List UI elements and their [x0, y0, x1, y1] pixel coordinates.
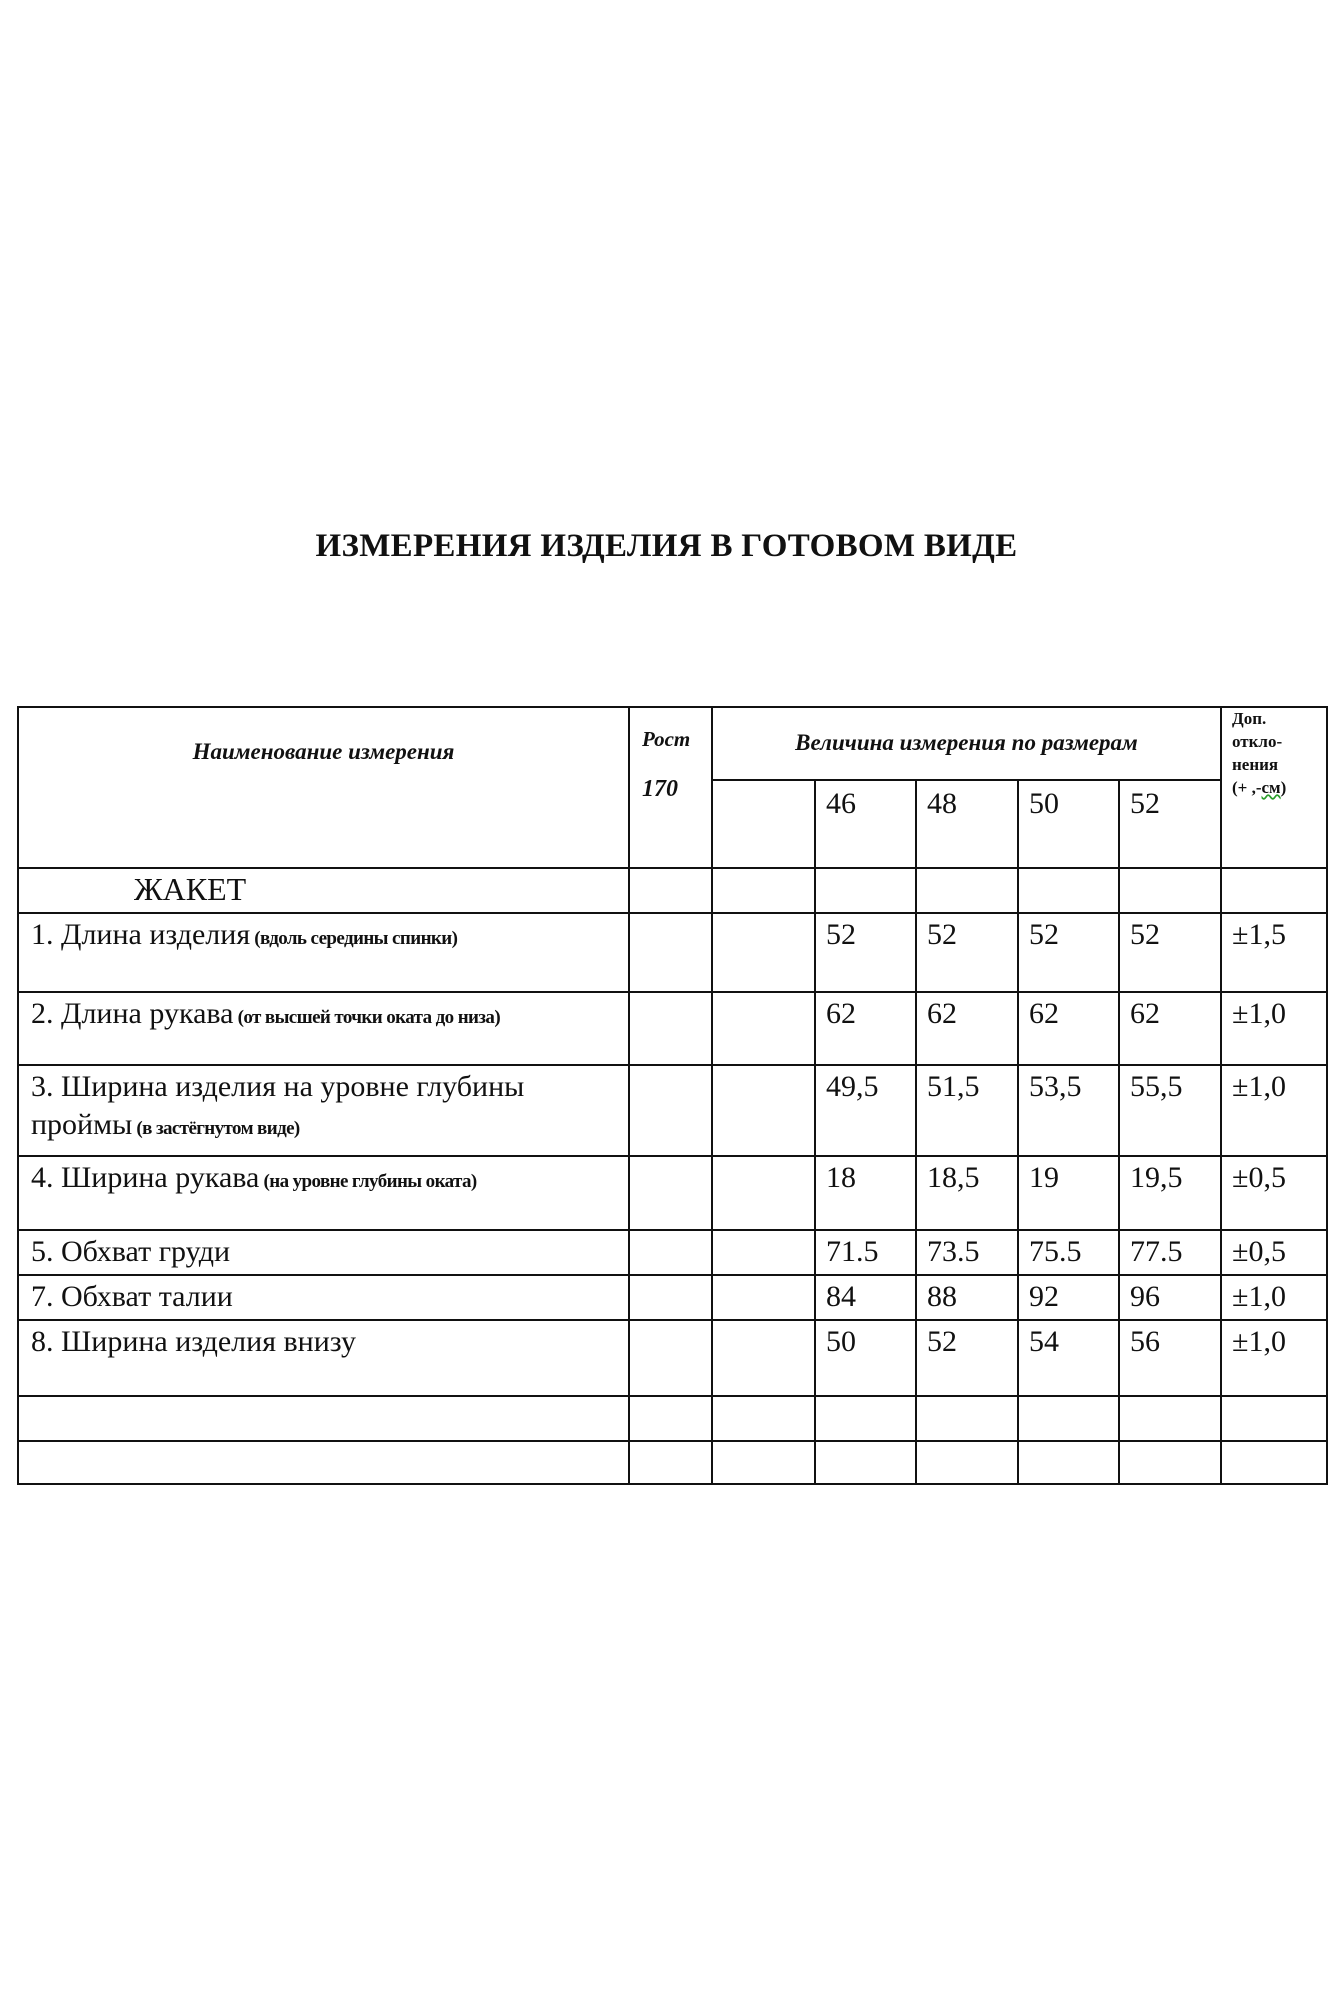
header-measurement-name: Наименование измерения: [17, 706, 630, 869]
measurements-table: Наименование измерения Рост 170 Величина…: [17, 706, 1328, 1485]
empty-cell: [711, 779, 816, 869]
measurement-note: (на уровне глубины оката): [259, 1171, 478, 1192]
table-row: 1. Длина изделия (вдоль середины спинки)…: [17, 912, 1328, 993]
header-height: Рост 170: [628, 706, 713, 869]
measurement-name: 3. Ширина изделия на уровне глубины прой…: [17, 1064, 630, 1157]
tolerance-value: ±1,5: [1220, 912, 1328, 993]
measurement-name: 5. Обхват груди: [17, 1229, 630, 1276]
size-value: 52: [915, 912, 1019, 993]
size-value: 52: [915, 1319, 1019, 1397]
measurement-name: 4. Ширина рукава (на уровне глубины окат…: [17, 1155, 630, 1231]
table-row: 5. Обхват груди 71.5 73.5 75.5 77.5 ±0,5: [17, 1229, 1328, 1276]
size-value: 75.5: [1017, 1229, 1120, 1276]
size-value: 50: [814, 1319, 917, 1397]
measurement-note: (от высшей точки оката до низа): [233, 1007, 501, 1028]
table-row: 4. Ширина рукава (на уровне глубины окат…: [17, 1155, 1328, 1231]
table-row: 8. Ширина изделия внизу 50 52 54 56 ±1,0: [17, 1319, 1328, 1397]
measurement-name: 7. Обхват талии: [17, 1274, 630, 1321]
size-value: 77.5: [1118, 1229, 1222, 1276]
size-value: 62: [915, 991, 1019, 1066]
size-value: 55,5: [1118, 1064, 1222, 1157]
tolerance-value: ±1,0: [1220, 1319, 1328, 1397]
tolerance-value: ±0,5: [1220, 1155, 1328, 1231]
measurement-note: (в застёгнутом виде): [132, 1117, 300, 1139]
size-value: 62: [1118, 991, 1222, 1066]
size-value: 51,5: [915, 1064, 1019, 1157]
header-sizes-label: Величина измерения по размерам: [711, 706, 1222, 781]
size-value: 73.5: [915, 1229, 1019, 1276]
size-value: 88: [915, 1274, 1019, 1321]
table-row: 3. Ширина изделия на уровне глубины прой…: [17, 1064, 1328, 1157]
measurement-name: 2. Длина рукава (от высшей точки оката д…: [17, 991, 630, 1066]
page-title: ИЗМЕРЕНИЯ ИЗДЕЛИЯ В ГОТОВОМ ВИДЕ: [315, 528, 1018, 564]
size-value: 71.5: [814, 1229, 917, 1276]
measurement-name: 8. Ширина изделия внизу: [17, 1319, 630, 1397]
size-value: 18: [814, 1155, 917, 1231]
tolerance-value: ±1,0: [1220, 1274, 1328, 1321]
table-row: 7. Обхват талии 84 88 92 96 ±1,0: [17, 1274, 1328, 1321]
size-value: 84: [814, 1274, 917, 1321]
size-value: 19: [1017, 1155, 1120, 1231]
size-value: 62: [1017, 991, 1120, 1066]
size-value: 49,5: [814, 1064, 917, 1157]
size-value: 54: [1017, 1319, 1120, 1397]
measurement-note: (вдоль середины спинки): [250, 928, 458, 949]
tolerance-value: ±0,5: [1220, 1229, 1328, 1276]
size-value: 92: [1017, 1274, 1120, 1321]
size-50: 50: [1017, 779, 1120, 869]
empty-row: [17, 1440, 1328, 1485]
section-label: ЖАКЕТ: [17, 867, 630, 914]
size-value: 52: [1118, 912, 1222, 993]
tolerance-value: ±1,0: [1220, 991, 1328, 1066]
size-value: 52: [1017, 912, 1120, 993]
height-label: Рост: [642, 727, 691, 751]
size-value: 18,5: [915, 1155, 1019, 1231]
size-value: 52: [814, 912, 917, 993]
size-value: 56: [1118, 1319, 1222, 1397]
measurement-name: 1. Длина изделия (вдоль середины спинки): [17, 912, 630, 993]
section-row: ЖАКЕТ: [17, 867, 1328, 914]
size-value: 53,5: [1017, 1064, 1120, 1157]
height-value: 170: [642, 776, 678, 803]
size-value: 62: [814, 991, 917, 1066]
table-row: 2. Длина рукава (от высшей точки оката д…: [17, 991, 1328, 1066]
tolerance-value: ±1,0: [1220, 1064, 1328, 1157]
header-tolerance: Доп. откло- нения (+ ,-см): [1220, 706, 1328, 869]
empty-row: [17, 1395, 1328, 1442]
size-46: 46: [814, 779, 917, 869]
size-value: 19,5: [1118, 1155, 1222, 1231]
size-value: 96: [1118, 1274, 1222, 1321]
size-48: 48: [915, 779, 1019, 869]
size-52: 52: [1118, 779, 1222, 869]
